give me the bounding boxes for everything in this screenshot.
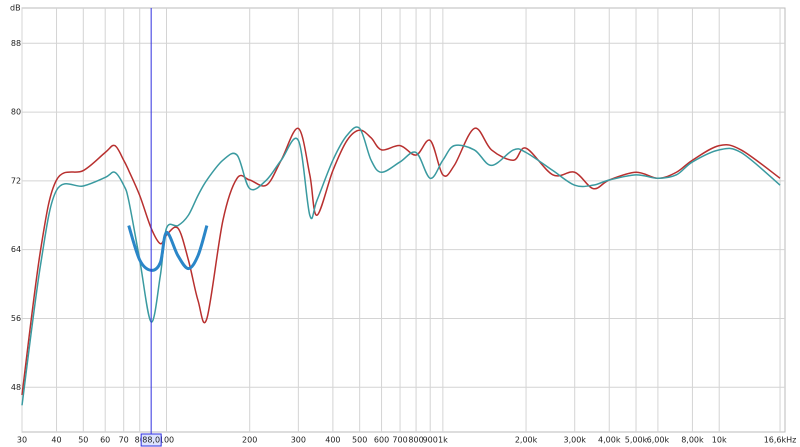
x-tick-label: 80: [135, 436, 145, 445]
y-tick-label: 56: [11, 314, 21, 323]
x-tick-label: 800: [408, 436, 423, 445]
x-tick-label: 30: [17, 436, 27, 445]
x-tick-label: 1k: [438, 436, 448, 445]
x-tick-label: 100: [159, 436, 174, 445]
x-tick-label: 3,00k: [563, 436, 586, 445]
x-tick-label: 600: [374, 436, 389, 445]
y-tick-label: 88: [11, 39, 21, 48]
x-tick-label: 200: [242, 436, 257, 445]
plot-area: [21, 7, 786, 433]
x-tick-label: 500: [352, 436, 367, 445]
y-unit: dB: [10, 4, 21, 13]
x-tick-label: 8,00k: [681, 436, 704, 445]
series-line: [127, 225, 209, 272]
cursor-label-box: [140, 433, 162, 447]
y-tick-label: 48: [11, 383, 21, 392]
series-line: [21, 126, 781, 406]
x-tick-label: 60: [100, 436, 110, 445]
x-tick-label: 2,00k: [515, 436, 538, 445]
cursor-label: 88,0: [142, 436, 160, 445]
x-tick-label: 16,6kHz: [764, 436, 797, 445]
y-tick-label: 72: [11, 176, 21, 185]
series-line: [21, 127, 781, 396]
x-tick-label: 900: [423, 436, 438, 445]
x-tick-label: 50: [78, 436, 88, 445]
y-tick-label: 80: [11, 108, 21, 117]
x-tick-label: 6,00k: [647, 436, 670, 445]
x-tick-label: 40: [51, 436, 61, 445]
x-tick-label: 5,00k: [625, 436, 648, 445]
y-tick-label: 64: [11, 245, 21, 254]
x-tick-label: 400: [325, 436, 340, 445]
x-tick-label: 70: [119, 436, 129, 445]
x-tick-label: 10k: [712, 436, 727, 445]
x-tick-label: 300: [291, 436, 306, 445]
x-tick-label: 4,00k: [598, 436, 621, 445]
x-tick-label: 700: [392, 436, 407, 445]
